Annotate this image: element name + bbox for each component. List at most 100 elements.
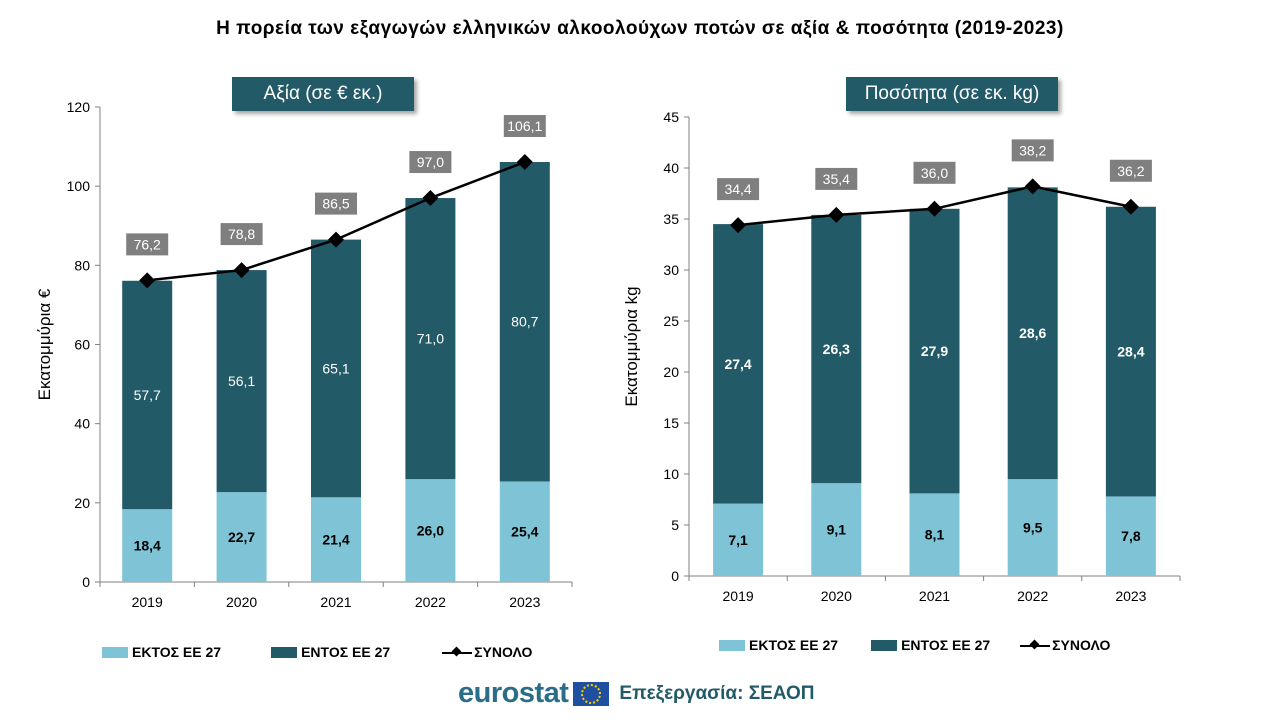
data-label-outside-eu: 18,4 [134,538,161,554]
legend-item-total: ΣΥΝΟΛΟ [442,644,532,660]
legend-line-marker-icon [1020,640,1051,651]
eurostat-logo: eurostat [458,677,569,709]
data-label-total: 36,2 [1117,163,1144,179]
legend-label-inside-eu: ΕΝΤΟΣ ΕΕ 27 [301,644,391,660]
data-label-outside-eu: 8,1 [925,527,945,543]
data-label-box [717,178,760,201]
y-axis-label: Εκατομμύρια kg [622,286,641,406]
bar-outside-eu [499,481,550,582]
data-label-box [220,223,263,246]
x-tick-label: 2021 [919,588,950,604]
legend-line-marker-icon [442,647,473,658]
bar-inside-eu [405,198,456,480]
data-label-box [315,192,357,215]
x-tick-label: 2021 [320,594,351,610]
bar-inside-eu [713,224,764,504]
data-label-box [503,115,546,138]
bar-outside-eu [311,497,361,582]
bar-outside-eu [811,483,862,576]
legend-swatch-outside-eu [719,639,745,651]
data-label-box [409,151,452,174]
data-label-total: 106,1 [507,118,542,134]
footer-credit: Επεξεργασία: ΣΕΑΟΠ [619,682,815,704]
legend-label-total: ΣΥΝΟΛΟ [1052,637,1111,653]
data-label-outside-eu: 26,0 [417,523,444,539]
total-marker [1024,178,1041,195]
data-label-inside-eu: 28,6 [1019,325,1046,341]
data-label-outside-eu: 7,1 [728,532,748,548]
eu-flag-icon [573,681,610,706]
y-tick-label: 60 [74,337,90,353]
data-label-total: 36,0 [921,165,948,181]
legend-label-outside-eu: ΕΚΤΟΣ ΕΕ 27 [749,637,839,653]
data-label-inside-eu: 27,9 [921,343,948,359]
bar-inside-eu [1105,206,1156,497]
data-label-total: 35,4 [823,171,850,187]
bar-outside-eu [216,492,267,582]
bar-inside-eu [311,239,361,498]
data-label-total: 76,2 [134,236,161,252]
data-label-total: 97,0 [417,154,444,170]
bar-outside-eu [1007,479,1058,576]
x-tick-label: 2023 [1115,588,1146,604]
total-marker [828,206,845,223]
y-tick-label: 20 [74,495,90,511]
total-marker [1122,198,1139,215]
data-label-outside-eu: 7,8 [1121,528,1141,544]
bar-inside-eu [909,208,960,494]
main-title: Η πορεία των εξαγωγών ελληνικών αλκοολού… [216,18,1064,39]
legend-label-inside-eu: ΕΝΤΟΣ ΕΕ 27 [901,637,991,653]
data-label-inside-eu: 71,0 [417,331,444,347]
bar-outside-eu [1105,496,1156,576]
data-label-inside-eu: 28,4 [1117,344,1144,360]
value-chart-title: Αξία (σε € εκ.) [232,77,414,111]
data-label-inside-eu: 26,3 [823,341,850,357]
x-tick-label: 2020 [226,594,257,610]
data-label-total: 34,4 [724,181,751,197]
data-label-outside-eu: 25,4 [511,524,538,540]
x-tick-label: 2020 [821,588,852,604]
y-tick-label: 0 [671,568,679,584]
total-marker [730,217,747,234]
total-marker [516,154,533,171]
bar-inside-eu [216,270,267,493]
data-label-outside-eu: 21,4 [322,532,349,548]
data-label-inside-eu: 80,7 [511,314,538,330]
y-tick-label: 120 [67,99,91,115]
legend-swatch-inside-eu [271,646,298,658]
legend-item-outside-eu: ΕΚΤΟΣ ΕΕ 27 [719,637,838,653]
y-tick-label: 35 [663,211,679,227]
y-axis-label: Εκατομμύρια € [35,288,54,400]
data-label-inside-eu: 65,1 [322,360,349,376]
data-label-total: 78,8 [228,226,255,242]
x-tick-label: 2022 [1017,588,1048,604]
data-label-inside-eu: 56,1 [228,373,255,389]
data-label-inside-eu: 57,7 [134,387,161,403]
data-label-box [1011,139,1054,162]
y-tick-label: 40 [74,416,90,432]
y-tick-label: 45 [663,109,679,125]
total-marker [926,200,943,217]
y-tick-label: 25 [663,313,679,329]
x-tick-label: 2022 [415,594,446,610]
data-label-box [1109,159,1152,182]
y-tick-label: 10 [663,466,679,482]
legend-swatch-outside-eu [102,646,128,658]
bar-inside-eu [1007,187,1058,480]
value-chart-legend: ΕΚΤΟΣ ΕΕ 27 ΕΝΤΟΣ ΕΕ 27 ΣΥΝΟΛΟ [102,644,532,660]
y-tick-label: 15 [663,415,679,431]
bar-inside-eu [811,214,862,484]
data-label-box [126,233,169,256]
bar-inside-eu [122,280,173,510]
data-label-outside-eu: 9,1 [827,522,847,538]
quantity-chart-title: Ποσότητα (σε εκ. kg) [846,77,1058,111]
data-label-outside-eu: 22,7 [228,529,255,545]
y-tick-label: 80 [74,257,90,273]
total-marker [422,190,439,207]
legend-label-outside-eu: ΕΚΤΟΣ ΕΕ 27 [132,644,222,660]
bar-outside-eu [713,503,764,576]
x-tick-label: 2019 [723,588,754,604]
legend-label-total: ΣΥΝΟΛΟ [474,644,533,660]
